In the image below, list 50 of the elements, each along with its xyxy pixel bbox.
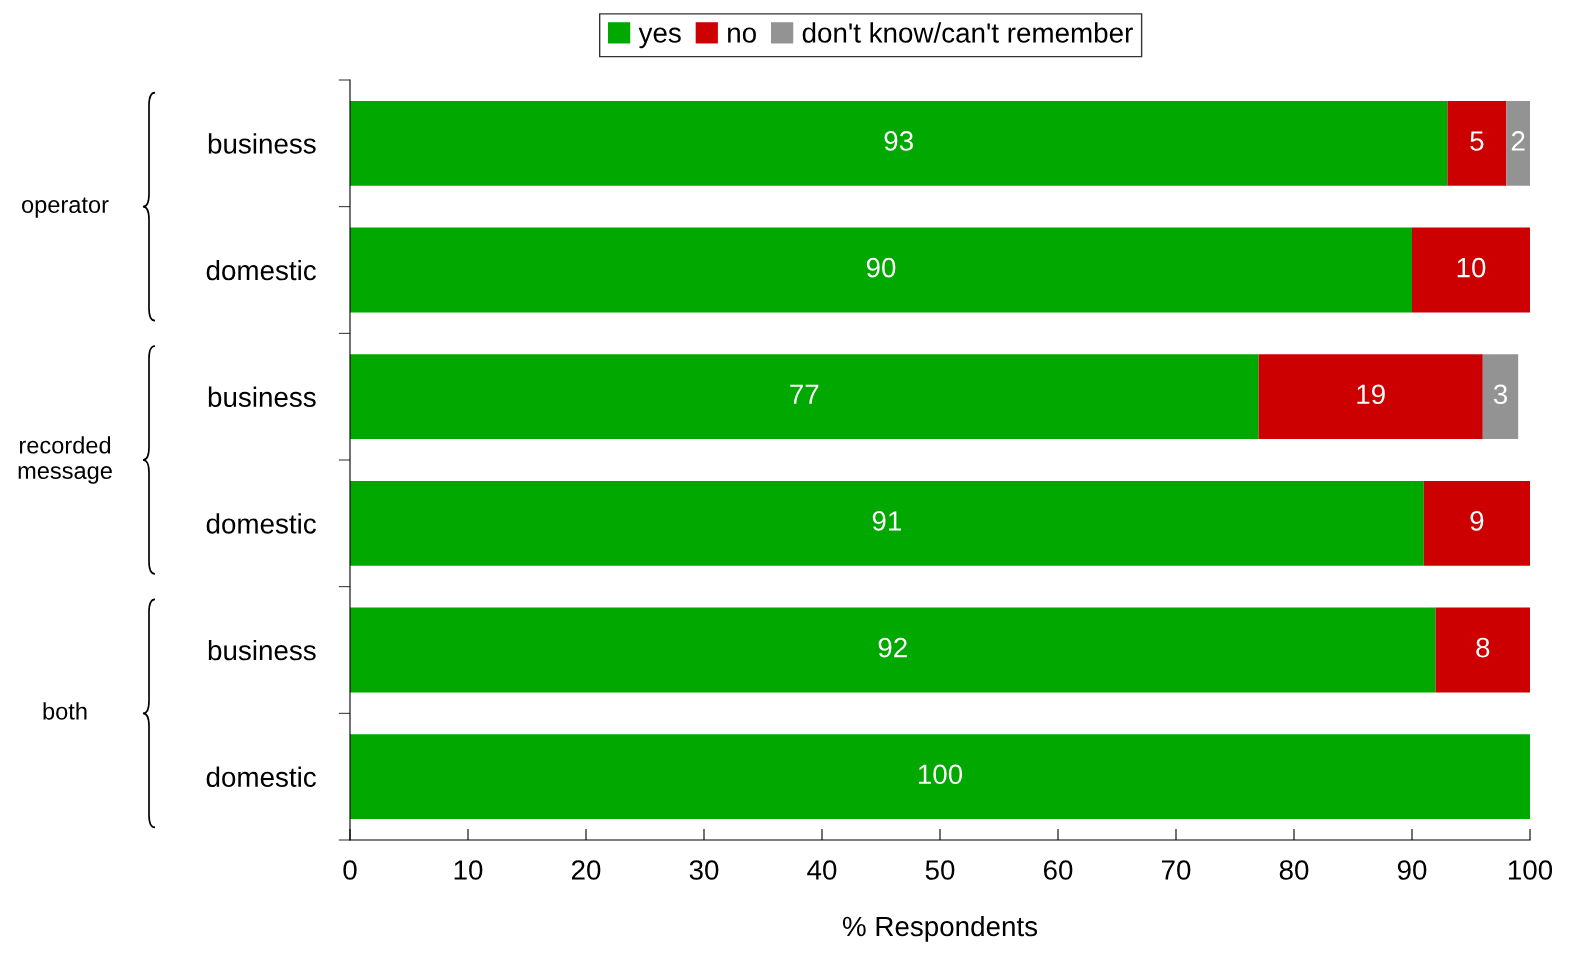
bar	[1412, 227, 1530, 313]
data-label: 93	[884, 131, 913, 151]
bar	[350, 354, 1259, 440]
text: both	[43, 702, 87, 720]
y-tick-label: domestic	[206, 766, 316, 788]
text: recorded message	[18, 436, 112, 484]
x-tick-label: 60	[1043, 860, 1073, 880]
x-tick-label: 0	[343, 860, 357, 880]
data-label: 91	[872, 511, 901, 531]
x-axis-title: % Respondents	[842, 915, 1038, 942]
bar	[350, 607, 1436, 693]
y-tick-label: business	[208, 639, 316, 661]
bar	[350, 734, 1530, 820]
y-tick-label: domestic	[206, 513, 316, 534]
legend-label: don't know/can't remember	[802, 22, 1133, 43]
data-label: 3	[1493, 384, 1507, 405]
bar	[350, 100, 1448, 186]
x-tick-label: 90	[1397, 860, 1427, 880]
bar	[1447, 100, 1507, 186]
y-tick-label: domestic	[206, 259, 316, 281]
data-label: 10	[1457, 257, 1486, 278]
legend-label: yes	[638, 27, 681, 49]
legend-label: no	[728, 27, 756, 43]
x-tick-label: 10	[454, 860, 483, 880]
bar	[1423, 480, 1530, 566]
x-tick-label: 80	[1279, 860, 1309, 880]
y-tick-label: business	[208, 386, 316, 408]
data-label: 2	[1511, 131, 1525, 151]
data-label: 100	[918, 764, 963, 785]
bar	[1258, 354, 1483, 440]
y-tick-label: business	[208, 133, 316, 154]
x-tick-label: 30	[689, 860, 719, 880]
x-tick-label: 70	[1161, 860, 1191, 880]
x-tick-label: 20	[571, 860, 601, 880]
data-label: 90	[866, 257, 896, 278]
bar	[1506, 100, 1530, 186]
bar	[1435, 607, 1530, 693]
x-tick-label: 40	[807, 860, 837, 880]
text: operator	[22, 197, 109, 218]
data-label: 5	[1470, 131, 1484, 151]
bar	[1482, 354, 1519, 440]
data-label: 19	[1357, 384, 1385, 405]
x-tick-label: 50	[925, 860, 955, 880]
data-label: 9	[1470, 511, 1484, 531]
data-label: 77	[790, 384, 819, 404]
bar	[350, 227, 1412, 313]
data-label: 8	[1476, 637, 1490, 658]
bar	[350, 480, 1424, 566]
x-tick-label: 100	[1508, 860, 1553, 880]
data-label: 92	[878, 637, 907, 658]
